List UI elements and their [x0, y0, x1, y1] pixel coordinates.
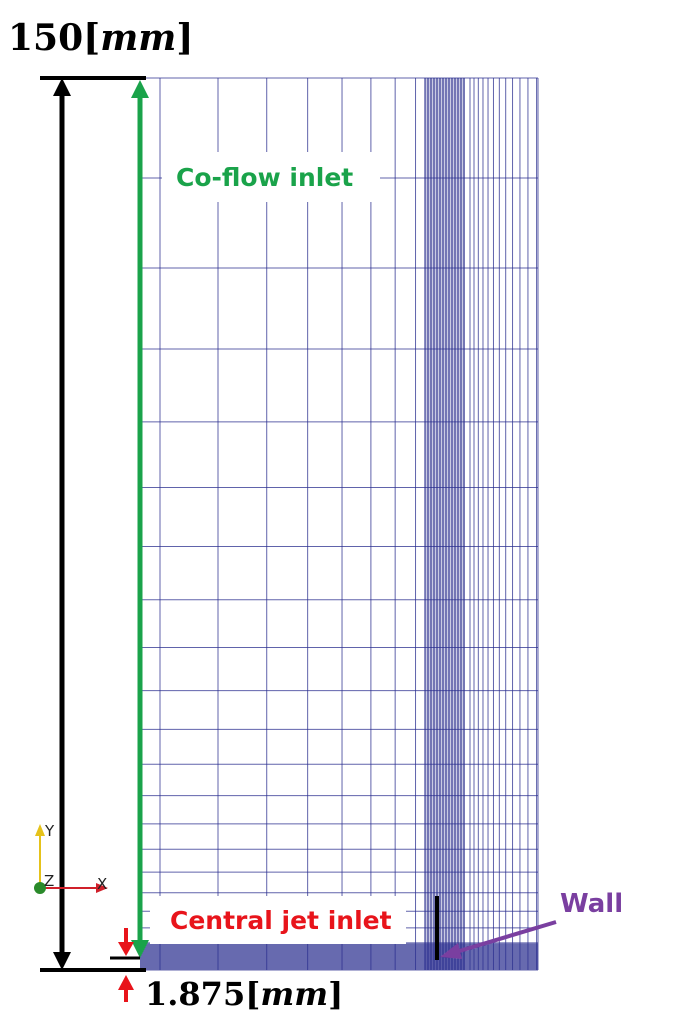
triad-x-arrow-icon — [96, 883, 108, 893]
central-jet-label-box — [150, 896, 406, 944]
overall-height-dimension — [40, 76, 146, 972]
triad-z-label: Z — [44, 872, 54, 890]
co-flow-inlet-label: Co-flow inlet — [176, 163, 353, 192]
dimension-top-label: 150[mm] — [8, 17, 193, 59]
dimension-arrow-up-icon — [53, 78, 71, 96]
triad-y-arrow-icon — [35, 824, 45, 836]
co-flow-arrow-down-icon — [131, 940, 149, 958]
wall-label: Wall — [560, 889, 623, 919]
mesh-vertical-lines — [159, 78, 539, 970]
triad-x-label: X — [97, 875, 107, 893]
co-flow-label-box — [162, 152, 380, 202]
mesh-bottom-dense-strip — [140, 944, 538, 970]
co-flow-arrow-up-icon — [131, 80, 149, 98]
wall-pointer-arrow — [440, 920, 557, 959]
triad-origin-icon — [34, 882, 46, 894]
wall-arrow-line — [455, 920, 557, 954]
jet-arrow-down-icon — [118, 942, 134, 956]
triad-y-label: Y — [44, 822, 55, 840]
co-flow-inlet-arrow — [131, 80, 149, 958]
computational-mesh — [140, 77, 539, 971]
jet-arrow-up-icon — [118, 975, 134, 990]
mesh-dense-band — [425, 78, 465, 970]
dimension-bottom-label: 1.875[mm] — [145, 975, 343, 1013]
central-jet-inlet-label: Central jet inlet — [170, 906, 392, 935]
wall-arrow-head-icon — [440, 943, 462, 959]
dimension-arrow-down-icon — [53, 952, 71, 970]
mesh-background — [140, 78, 538, 970]
axis-triad: Y X Z — [34, 822, 108, 894]
jet-width-dimension — [110, 928, 140, 1002]
